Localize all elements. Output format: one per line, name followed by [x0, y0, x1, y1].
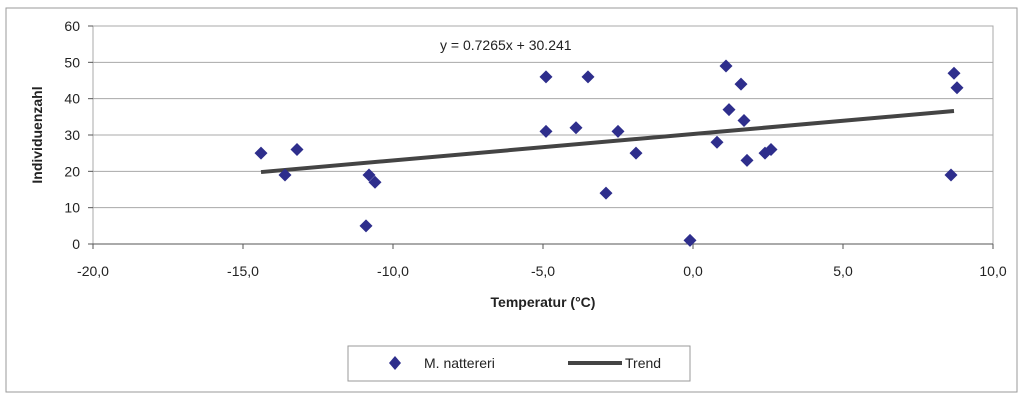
- y-tick-label: 50: [64, 54, 80, 70]
- legend-marker-diamond: [389, 356, 401, 370]
- data-points: [254, 59, 964, 247]
- data-point: [254, 146, 268, 160]
- data-point: [368, 175, 382, 189]
- grid-lines: [93, 61, 993, 209]
- x-tick-label: 5,0: [833, 263, 853, 279]
- legend-box: [347, 345, 691, 382]
- data-point: [683, 233, 697, 247]
- trend-layer: [260, 109, 955, 175]
- y-tick-label: 20: [64, 163, 80, 179]
- data-point: [278, 168, 292, 182]
- data-point: [944, 168, 958, 182]
- data-point: [719, 59, 733, 73]
- data-point: [740, 153, 754, 167]
- y-axis-title: Individuenzahl: [29, 86, 45, 183]
- y-tick-label: 40: [64, 91, 80, 107]
- x-axis-title: Temperatur (°C): [491, 294, 596, 310]
- y-tick-label: 0: [72, 236, 80, 252]
- x-tick-label: 10,0: [979, 263, 1006, 279]
- axes: [88, 25, 994, 249]
- legend: M. nattereri Trend: [347, 345, 691, 382]
- tick-labels: 0 10 20 30 40 50 60 -20,0 -15,0 -10,0 -5,0 0,0 5,0 10…: [64, 18, 1006, 279]
- data-point: [290, 143, 304, 157]
- data-point: [359, 219, 373, 233]
- x-tick-label: -10,0: [377, 263, 409, 279]
- x-tick-label: -15,0: [227, 263, 259, 279]
- legend-label-trend: Trend: [625, 355, 661, 371]
- data-point: [710, 135, 724, 149]
- data-point: [581, 70, 595, 84]
- trend-line: [260, 109, 955, 175]
- data-point: [947, 66, 961, 80]
- data-point: [539, 124, 553, 138]
- data-point: [737, 113, 751, 127]
- data-point: [734, 77, 748, 91]
- data-point: [950, 81, 964, 95]
- data-point: [599, 186, 613, 200]
- data-point: [539, 70, 553, 84]
- y-tick-label: 10: [64, 200, 80, 216]
- data-point: [362, 168, 376, 182]
- data-point: [629, 146, 643, 160]
- y-tick-label: 30: [64, 127, 80, 143]
- x-tick-label: -5,0: [531, 263, 555, 279]
- data-point: [611, 124, 625, 138]
- trendline-equation: y = 0.7265x + 30.241: [440, 37, 572, 53]
- x-tick-label: -20,0: [77, 263, 109, 279]
- data-point: [569, 121, 583, 135]
- data-point: [722, 103, 736, 117]
- y-tick-label: 60: [64, 18, 80, 34]
- x-tick-label: 0,0: [683, 263, 703, 279]
- legend-label-series: M. nattereri: [424, 355, 495, 371]
- data-point: [764, 143, 778, 157]
